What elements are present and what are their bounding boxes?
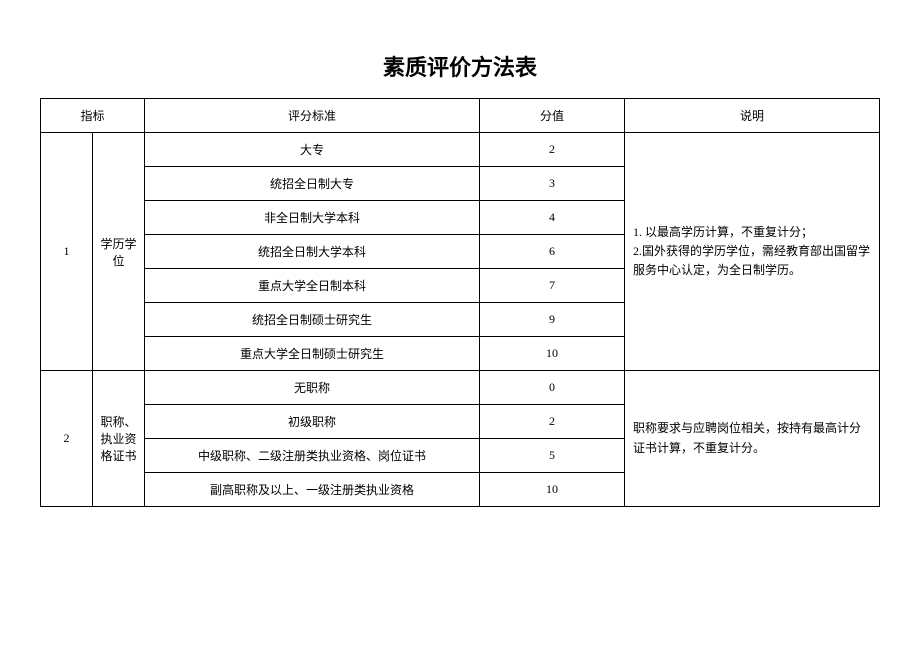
score-cell: 2 [480, 405, 625, 439]
score-cell: 7 [480, 269, 625, 303]
score-cell: 2 [480, 133, 625, 167]
score-cell: 9 [480, 303, 625, 337]
score-cell: 10 [480, 337, 625, 371]
criteria-cell: 无职称 [145, 371, 480, 405]
criteria-cell: 副高职称及以上、一级注册类执业资格 [145, 473, 480, 507]
section-index: 2 [41, 371, 93, 507]
note-line: 职称要求与应聘岗位相关，按持有最高计分证书计算，不重复计分。 [633, 419, 871, 457]
note-line: 2.国外获得的学历学位，需经教育部出国留学服务中心认定，为全日制学历。 [633, 242, 871, 280]
criteria-cell: 统招全日制大专 [145, 167, 480, 201]
criteria-cell: 重点大学全日制本科 [145, 269, 480, 303]
page-title: 素质评价方法表 [40, 50, 880, 82]
section-category: 学历学位 [93, 133, 145, 371]
score-cell: 3 [480, 167, 625, 201]
score-cell: 0 [480, 371, 625, 405]
header-note: 说明 [625, 99, 880, 133]
header-criteria: 评分标准 [145, 99, 480, 133]
section-index: 1 [41, 133, 93, 371]
criteria-cell: 统招全日制硕士研究生 [145, 303, 480, 337]
note-cell: 1. 以最高学历计算，不重复计分； 2.国外获得的学历学位，需经教育部出国留学服… [625, 133, 880, 371]
section-category: 职称、执业资格证书 [93, 371, 145, 507]
criteria-cell: 重点大学全日制硕士研究生 [145, 337, 480, 371]
header-indicator: 指标 [41, 99, 145, 133]
table-row: 1 学历学位 大专 2 1. 以最高学历计算，不重复计分； 2.国外获得的学历学… [41, 133, 880, 167]
criteria-cell: 初级职称 [145, 405, 480, 439]
note-line: 1. 以最高学历计算，不重复计分； [633, 223, 871, 242]
evaluation-table: 指标 评分标准 分值 说明 1 学历学位 大专 2 1. 以最高学历计算，不重复… [40, 98, 880, 507]
criteria-cell: 非全日制大学本科 [145, 201, 480, 235]
table-row: 2 职称、执业资格证书 无职称 0 职称要求与应聘岗位相关，按持有最高计分证书计… [41, 371, 880, 405]
note-cell: 职称要求与应聘岗位相关，按持有最高计分证书计算，不重复计分。 [625, 371, 880, 507]
score-cell: 10 [480, 473, 625, 507]
table-header-row: 指标 评分标准 分值 说明 [41, 99, 880, 133]
score-cell: 5 [480, 439, 625, 473]
header-score: 分值 [480, 99, 625, 133]
score-cell: 6 [480, 235, 625, 269]
criteria-cell: 中级职称、二级注册类执业资格、岗位证书 [145, 439, 480, 473]
criteria-cell: 统招全日制大学本科 [145, 235, 480, 269]
criteria-cell: 大专 [145, 133, 480, 167]
score-cell: 4 [480, 201, 625, 235]
